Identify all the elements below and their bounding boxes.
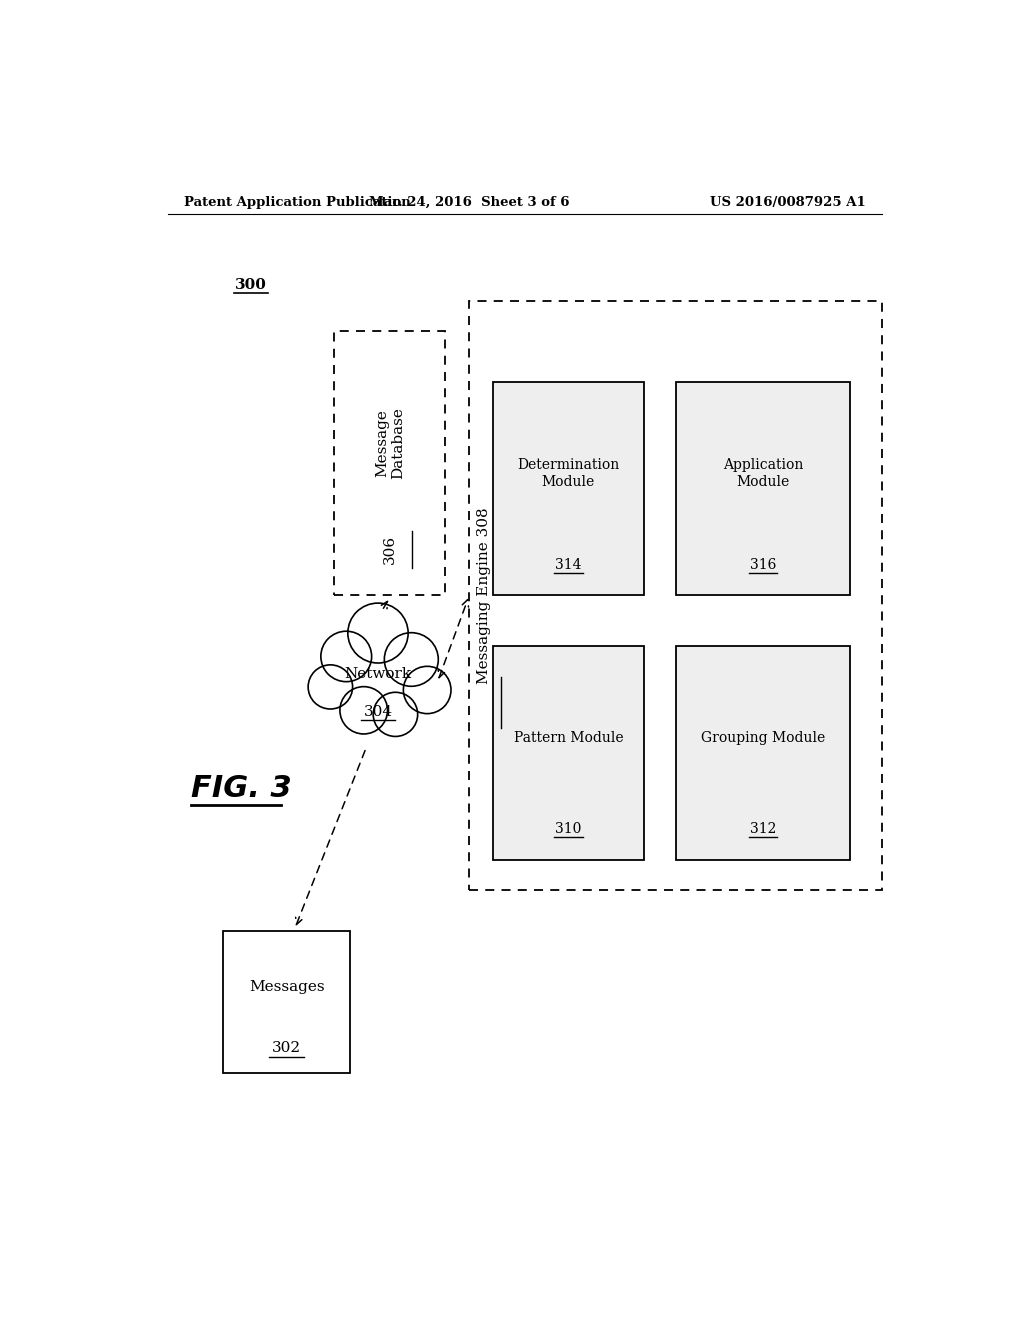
Ellipse shape [373, 692, 418, 737]
Text: US 2016/0087925 A1: US 2016/0087925 A1 [711, 195, 866, 209]
Bar [676, 381, 850, 595]
Bar [334, 331, 445, 595]
Text: Determination
Module: Determination Module [517, 458, 620, 488]
Text: Messages: Messages [249, 979, 325, 994]
Bar [223, 931, 350, 1073]
Text: 304: 304 [364, 705, 392, 719]
Bar [494, 647, 644, 859]
Text: 314: 314 [555, 558, 582, 572]
Text: 312: 312 [750, 822, 776, 837]
Text: 302: 302 [272, 1040, 301, 1055]
Bar [676, 647, 850, 859]
Text: 306: 306 [383, 535, 397, 564]
Ellipse shape [403, 667, 451, 714]
Text: 310: 310 [555, 822, 582, 837]
Text: Patent Application Publication: Patent Application Publication [183, 195, 411, 209]
Text: 300: 300 [236, 279, 267, 293]
Bar [469, 301, 882, 890]
Text: Messaging Engine 308: Messaging Engine 308 [476, 507, 490, 684]
Text: 316: 316 [750, 558, 776, 572]
Text: FIG. 3: FIG. 3 [191, 774, 292, 803]
Ellipse shape [348, 603, 409, 663]
Ellipse shape [321, 631, 372, 681]
Ellipse shape [340, 686, 387, 734]
Bar [494, 381, 644, 595]
Text: Network: Network [344, 667, 412, 681]
Ellipse shape [308, 665, 352, 709]
Text: Pattern Module: Pattern Module [514, 731, 624, 744]
Text: Mar. 24, 2016  Sheet 3 of 6: Mar. 24, 2016 Sheet 3 of 6 [369, 195, 569, 209]
Ellipse shape [384, 632, 438, 686]
Text: Message
Database: Message Database [375, 407, 404, 479]
Text: Application
Module: Application Module [723, 458, 803, 488]
Text: Grouping Module: Grouping Module [700, 731, 825, 744]
